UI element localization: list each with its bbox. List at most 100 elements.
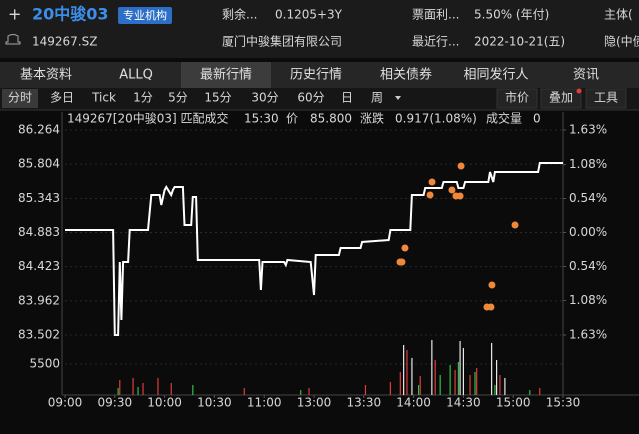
volume-bar [170,382,172,395]
add-icon[interactable]: + [8,5,21,24]
field-label: 主体( [604,8,633,22]
badge: 专业机构 [123,8,167,22]
trade-dot [426,191,434,199]
volume-bar [117,388,119,395]
field-label: 隐(中债 [604,34,639,49]
tab[interactable]: ALLQ [119,68,153,83]
volume-bar [308,388,310,395]
field-value: 5.50% (年付) [474,8,549,22]
bell-icon[interactable] [5,34,21,45]
volume-bar [462,347,464,395]
period-button[interactable]: 分时 [8,91,32,105]
x-tick-label: 10:30 [197,396,232,410]
volume-bar [389,381,391,395]
period-button[interactable]: 周 [371,91,383,105]
volume-bar [142,382,144,395]
x-tick-label: 11:00 [247,396,282,410]
period-button[interactable]: 1分 [133,91,153,105]
y2-tick-label: 1.63% [569,123,607,137]
field-label: 最近行... [412,35,459,49]
x-tick-label: 10:00 [147,396,182,410]
volume-bar [496,359,498,395]
period-button[interactable]: 5分 [168,91,188,105]
tab[interactable]: 相同发行人 [463,67,528,83]
info-change-label: 涨跌 [360,111,384,126]
y2-tick-label: 1.08% [569,157,607,171]
tab[interactable]: 基本资料 [20,68,72,83]
info-time: 15:30 [244,112,279,126]
volume-bar [137,386,139,395]
toolbar [0,88,639,110]
tab[interactable]: 最新行情 [200,67,252,83]
volume-bar [539,388,541,395]
trade-dot [456,192,464,200]
info-change: 0.917(1.08%) [395,112,477,126]
trade-dot [428,178,436,186]
x-tick-label: 15:00 [496,396,531,410]
y2-tick-label: 1.63% [569,328,607,342]
tab[interactable]: 历史行情 [290,68,342,83]
volume-bar [494,385,496,395]
y2-tick-label: 1.08% [569,293,607,307]
period-button[interactable]: 15分 [204,91,231,105]
x-tick-label: 09:00 [48,396,83,410]
tool-active-bg [2,89,38,108]
tool-button-bg [540,88,582,109]
y-tick-label: 83.962 [18,293,60,307]
period-button[interactable]: 日 [341,91,353,105]
info-quote: 149267[20中骏03] 匹配成交 [67,111,229,126]
volume-bar [449,364,451,395]
volume-bar [504,377,506,395]
volume-bar [431,339,433,395]
period-button[interactable]: 30分 [251,91,278,105]
notify-dot [576,88,582,94]
badge-bg [118,7,172,24]
tool-button-bg [496,88,538,109]
field-value: 2022-10-21(五) [474,35,565,49]
x-tick-label: 09:30 [98,396,133,410]
volume-bar [364,385,367,395]
issuer[interactable]: 厦门中骏集团有限公司 [222,34,342,49]
info-price-label: 价 [286,112,298,126]
volume-bar [457,362,460,395]
volume-tick-label: 5500 [29,356,60,370]
volume-bar [406,349,408,395]
period-button[interactable]: 60分 [297,91,324,105]
volume-bar [192,385,194,395]
volume-bar [399,371,401,395]
field-label: 剩余... [222,7,257,22]
tab-active-bg [181,62,271,88]
y-tick-label: 83.502 [18,328,60,342]
volume-bar [417,385,420,395]
y2-tick-label: 0.54% [569,259,607,273]
volume-bar [157,377,159,395]
tool-button[interactable]: 市价 [505,90,529,105]
volume-bar [476,367,478,395]
tool-button[interactable]: 工具 [594,91,618,105]
period-button[interactable]: 多日 [50,91,74,105]
period-button[interactable]: Tick [91,91,116,105]
header-bg [0,0,639,58]
tool-button[interactable]: 叠加 [549,91,573,105]
x-tick-label: 14:30 [446,396,481,410]
field-value: 0.1205+3Y [275,8,343,22]
trade-dot [488,281,496,289]
tool-button-bg [585,88,627,109]
dropdown-arrow[interactable] [395,96,401,100]
price-line [65,162,563,336]
trade-dot [398,258,406,266]
tab[interactable]: 资讯 [573,68,599,83]
info-volume: 0 [533,112,541,126]
y-tick-label: 84.883 [18,225,60,239]
x-tick-label: 15:30 [546,396,581,410]
volume-bar [454,369,456,395]
bond-code: 149267.SZ [32,35,97,49]
volume-bar [459,340,461,395]
trade-dot [511,221,519,229]
y-tick-label: 86.264 [18,123,60,137]
volume-bar [474,371,476,395]
info-price: 85.800 [310,112,352,126]
tab[interactable]: 相关债券 [380,67,432,83]
